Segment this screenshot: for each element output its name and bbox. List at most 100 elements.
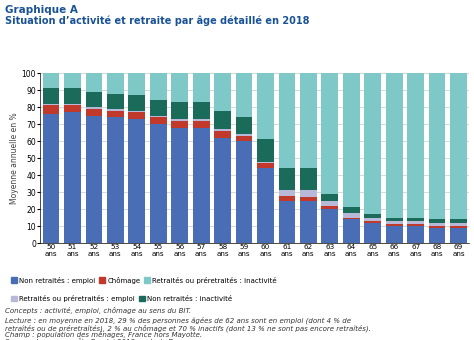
Bar xyxy=(428,73,446,219)
Bar xyxy=(450,73,467,219)
Bar xyxy=(107,109,124,110)
Bar xyxy=(193,128,210,243)
Bar xyxy=(43,73,59,88)
Bar xyxy=(428,223,446,226)
Bar xyxy=(450,226,467,228)
Bar xyxy=(428,226,446,228)
Bar xyxy=(428,228,446,243)
Bar xyxy=(321,201,338,206)
Bar xyxy=(300,197,317,201)
Bar xyxy=(64,105,81,112)
Text: Situation d’activité et retraite par âge détaillé en 2018: Situation d’activité et retraite par âge… xyxy=(5,15,309,26)
Bar xyxy=(150,116,167,117)
Bar xyxy=(450,228,467,243)
Bar xyxy=(64,112,81,243)
Bar xyxy=(236,73,253,117)
Bar xyxy=(236,136,253,141)
Bar xyxy=(236,141,253,243)
Bar xyxy=(85,107,102,109)
Bar xyxy=(365,73,381,214)
Bar xyxy=(386,226,402,243)
Bar xyxy=(214,138,231,243)
Bar xyxy=(43,88,59,104)
Bar xyxy=(107,117,124,243)
Bar xyxy=(407,73,424,218)
Bar xyxy=(214,131,231,138)
Bar xyxy=(257,139,274,162)
Bar xyxy=(321,206,338,209)
Bar xyxy=(150,100,167,116)
Bar xyxy=(85,92,102,107)
Bar xyxy=(193,73,210,102)
Legend: Non retraités : emploi, Chômage, Retraités ou préretraités : inactivité: Non retraités : emploi, Chômage, Retrait… xyxy=(8,274,280,286)
Bar xyxy=(43,104,59,105)
Bar xyxy=(107,94,124,109)
Bar xyxy=(365,218,381,221)
Bar xyxy=(257,162,274,163)
Bar xyxy=(214,73,231,110)
Bar xyxy=(85,116,102,243)
Bar xyxy=(343,219,360,243)
Bar xyxy=(450,223,467,226)
Bar xyxy=(214,129,231,131)
Bar xyxy=(407,218,424,221)
Bar xyxy=(64,73,81,88)
Text: Concepts : activité, emploi, chômage au sens du BIT.: Concepts : activité, emploi, chômage au … xyxy=(5,307,191,314)
Bar xyxy=(300,190,317,197)
Bar xyxy=(236,117,253,134)
Bar xyxy=(128,73,145,95)
Bar xyxy=(64,88,81,104)
Bar xyxy=(193,119,210,121)
Bar xyxy=(128,95,145,110)
Text: retraîtés ou de préretraîtés), 2 % au chômage et 70 % inactifs (dont 13 % ne son: retraîtés ou de préretraîtés), 2 % au ch… xyxy=(5,324,371,332)
Bar xyxy=(428,219,446,223)
Bar xyxy=(150,73,167,100)
Bar xyxy=(257,73,274,139)
Bar xyxy=(257,168,274,243)
Bar xyxy=(450,219,467,223)
Legend: Retraités ou préretraités : emploi, Non retraités : inactivité: Retraités ou préretraités : emploi, Non … xyxy=(8,292,235,305)
Bar xyxy=(386,221,402,224)
Bar xyxy=(386,73,402,218)
Bar xyxy=(214,110,231,129)
Text: Graphique A: Graphique A xyxy=(5,5,78,15)
Bar xyxy=(107,110,124,117)
Bar xyxy=(279,201,295,243)
Bar xyxy=(128,112,145,119)
Bar xyxy=(300,73,317,168)
Bar xyxy=(321,209,338,243)
Bar xyxy=(300,201,317,243)
Bar xyxy=(236,134,253,136)
Bar xyxy=(128,110,145,112)
Bar xyxy=(150,124,167,243)
Bar xyxy=(171,128,188,243)
Bar xyxy=(43,105,59,114)
Bar xyxy=(365,221,381,223)
Bar xyxy=(343,212,360,218)
Bar xyxy=(193,102,210,119)
Bar xyxy=(386,218,402,221)
Bar xyxy=(150,117,167,124)
Bar xyxy=(321,73,338,194)
Bar xyxy=(365,214,381,218)
Bar xyxy=(279,73,295,168)
Bar xyxy=(321,194,338,201)
Bar xyxy=(64,104,81,105)
Bar xyxy=(85,73,102,92)
Y-axis label: Moyenne annuelle en %: Moyenne annuelle en % xyxy=(10,112,19,204)
Bar xyxy=(43,114,59,243)
Bar xyxy=(279,195,295,201)
Bar xyxy=(171,121,188,128)
Bar xyxy=(386,224,402,226)
Bar xyxy=(343,73,360,207)
Text: Lecture : en moyenne en 2018, 29 % des personnes âgées de 62 ans sont en emploi : Lecture : en moyenne en 2018, 29 % des p… xyxy=(5,317,351,324)
Bar xyxy=(85,109,102,116)
Bar xyxy=(279,168,295,190)
Bar xyxy=(343,218,360,219)
Bar xyxy=(171,102,188,119)
Bar xyxy=(193,121,210,128)
Bar xyxy=(171,73,188,102)
Bar xyxy=(128,119,145,243)
Bar xyxy=(279,190,295,195)
Text: Source : Insee, enquête Emploi 2018 ; calculs Dares: Source : Insee, enquête Emploi 2018 ; ca… xyxy=(5,338,188,340)
